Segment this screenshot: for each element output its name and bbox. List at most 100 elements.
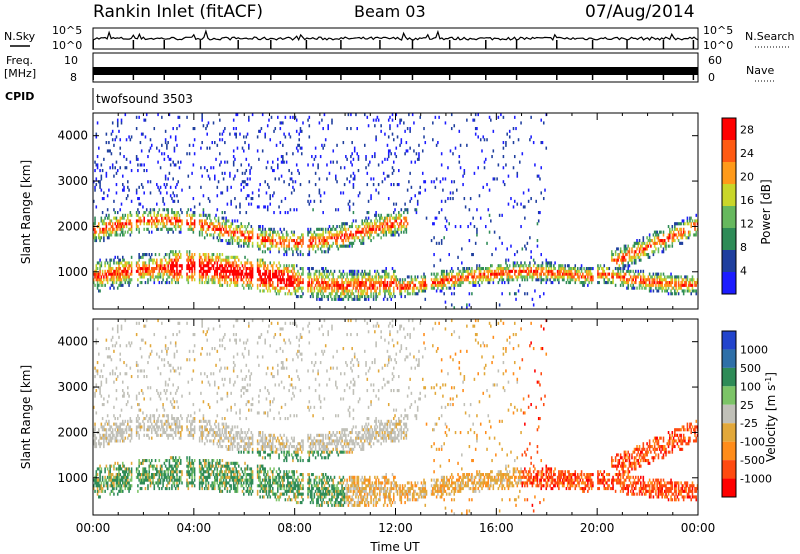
power-cell [662, 241, 665, 245]
power-cell [156, 264, 158, 268]
power-cell [288, 281, 290, 285]
power-cell [357, 278, 360, 282]
power-cell [139, 141, 142, 145]
velocity-cell [96, 481, 99, 485]
power-cell [142, 267, 144, 271]
power-cell [375, 225, 377, 229]
power-cell [348, 283, 351, 287]
power-cell [618, 272, 621, 276]
power-cell [375, 222, 377, 226]
power-cell [632, 244, 635, 248]
power-cell [266, 264, 269, 268]
velocity-cell [93, 484, 95, 488]
power-cell [331, 227, 333, 231]
power-cell [642, 272, 645, 276]
power-cell [106, 281, 109, 285]
power-cell [104, 283, 106, 287]
power-cell [283, 286, 285, 290]
power-cell [486, 138, 488, 142]
power-cell [96, 275, 99, 279]
power-cell [100, 264, 103, 268]
power-cell [193, 269, 196, 273]
velocity-cell [111, 431, 114, 435]
power-cell [457, 255, 459, 259]
power-cell [124, 222, 127, 226]
power-cell [416, 202, 419, 206]
power-cell [269, 278, 272, 282]
power-cell [161, 143, 163, 147]
power-cell [198, 278, 201, 282]
power-cell [292, 185, 294, 189]
power-cell [96, 163, 99, 167]
power-cell [106, 230, 109, 234]
power-cell [444, 275, 447, 279]
power-cell [554, 272, 556, 276]
velocity-cell [95, 369, 98, 373]
power-cell [351, 272, 353, 276]
power-cell [453, 283, 456, 287]
power-cell [628, 278, 631, 282]
power-cell [689, 233, 691, 237]
power-cell [292, 267, 294, 271]
power-cell [478, 194, 481, 198]
power-cell [473, 283, 476, 287]
power-cell [317, 247, 319, 251]
power-cell [634, 278, 637, 282]
power-cell [108, 264, 110, 268]
power-cell [119, 219, 122, 223]
power-cell [95, 205, 98, 209]
power-cell [454, 281, 457, 285]
power-cell [532, 141, 535, 145]
power-cell [248, 230, 250, 234]
power-cell [453, 124, 456, 128]
power-cell [105, 230, 108, 234]
power-cell [225, 239, 227, 243]
power-cell [653, 278, 656, 282]
power-cell [471, 267, 473, 271]
power-cell [447, 197, 449, 201]
power-cell [481, 149, 483, 153]
velocity-cell [105, 478, 108, 482]
power-cell [399, 283, 401, 287]
power-cell [239, 202, 241, 206]
power-cell [529, 138, 531, 142]
power-cell [379, 219, 381, 223]
power-cell [271, 239, 274, 243]
power-cell [275, 264, 278, 268]
power-cell [192, 275, 195, 279]
power-cell [259, 129, 261, 133]
power-cell [147, 267, 149, 271]
velocity-cell [105, 464, 108, 468]
power-cell [171, 216, 173, 220]
power-cell [626, 278, 628, 282]
power-cell [226, 269, 229, 273]
power-cell [502, 278, 505, 282]
power-cell [246, 225, 249, 229]
power-cell [331, 233, 333, 237]
power-cell [355, 286, 357, 290]
power-cell [158, 264, 161, 268]
power-cell [619, 278, 622, 282]
power-cell [425, 216, 428, 220]
power-cell [646, 253, 648, 257]
power-cell [149, 272, 152, 276]
power-cell [401, 286, 404, 290]
power-cell [299, 241, 302, 245]
power-cell [311, 283, 313, 287]
power-cell [274, 239, 277, 243]
velocity-cell [96, 478, 99, 482]
power-cell [513, 269, 516, 273]
power-cell [365, 216, 367, 220]
power-cell [517, 272, 520, 276]
power-cell [599, 264, 602, 268]
power-cell [336, 225, 338, 229]
power-colorbar-tick: 28 [740, 124, 754, 137]
power-cell [603, 281, 606, 285]
power-cell [114, 222, 116, 226]
power-cell [288, 132, 290, 136]
power-cell [519, 272, 521, 276]
power-cell [212, 166, 215, 170]
power-cell [462, 269, 464, 273]
power-cell [235, 272, 237, 276]
